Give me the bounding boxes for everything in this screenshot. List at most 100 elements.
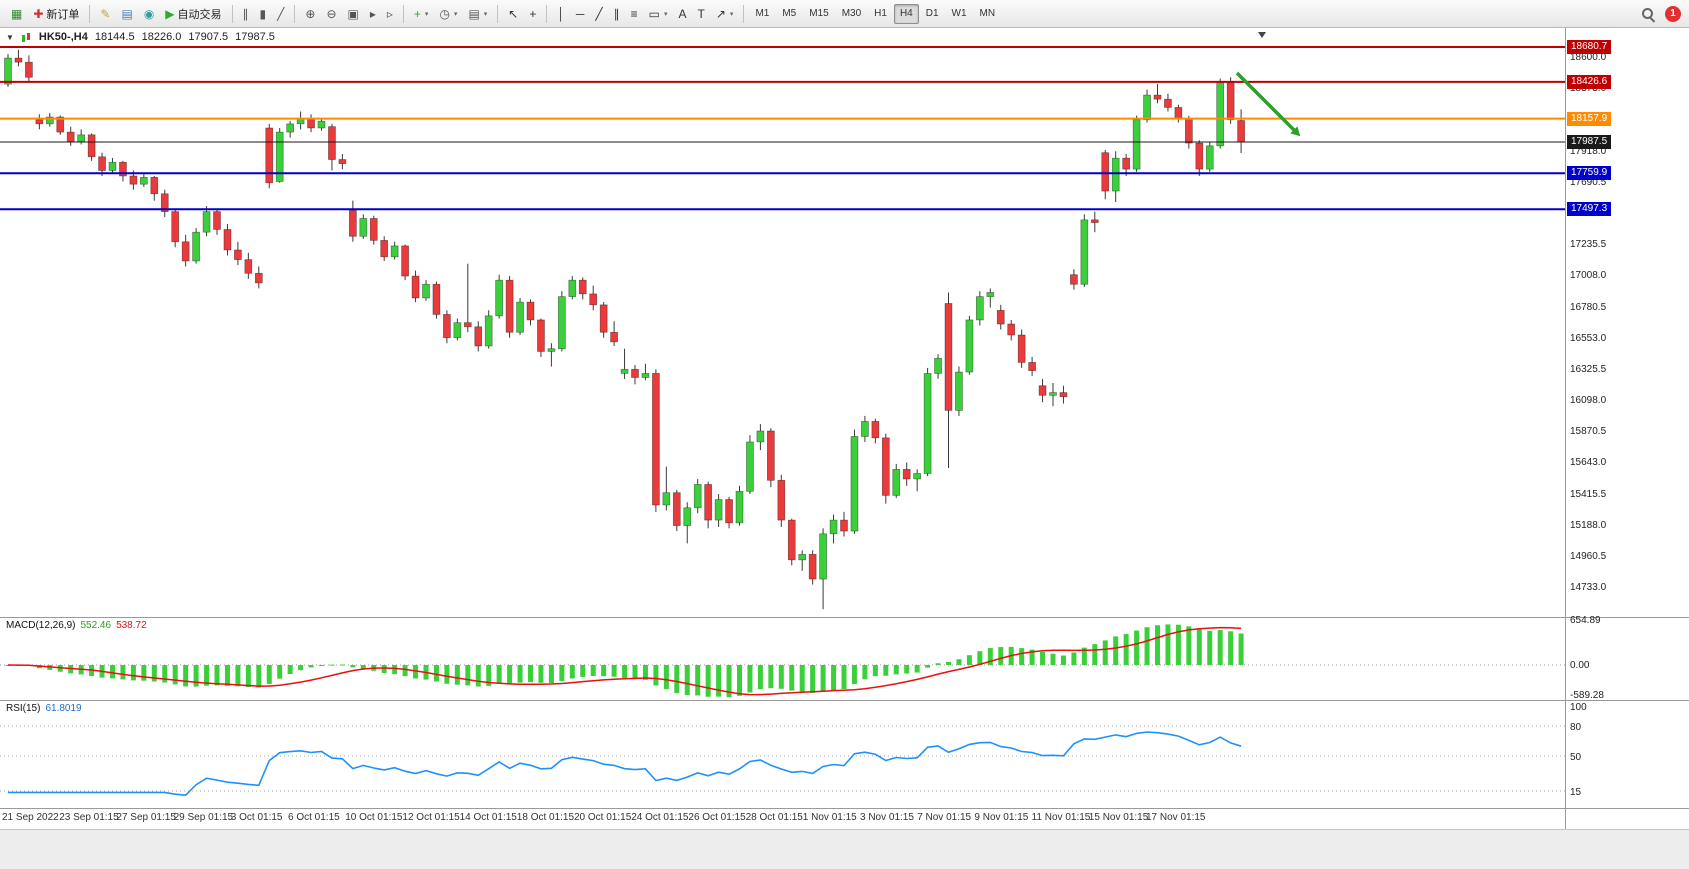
trend-arrow[interactable]	[1235, 71, 1298, 134]
candle	[108, 161, 117, 171]
crosshair-icon[interactable]: +	[524, 4, 541, 24]
line-chart-icon[interactable]: ╱	[272, 4, 289, 24]
price-level-badge: 18426.6	[1567, 74, 1612, 89]
horizontal-line-icon[interactable]: ─	[571, 4, 590, 24]
market-watch-icon[interactable]: ▤	[116, 4, 137, 24]
candle	[1038, 385, 1047, 396]
candle	[411, 275, 420, 299]
candle	[746, 441, 754, 492]
macd-panel-separator[interactable]	[0, 617, 1689, 618]
candle	[756, 430, 765, 443]
templates-icon[interactable]: ▤ ▾	[463, 4, 492, 24]
macd-histogram-bar	[601, 664, 607, 677]
price-level-badge: 17759.9	[1567, 166, 1612, 181]
macd-histogram-bar	[789, 664, 795, 691]
trendline-icon[interactable]: ╱	[590, 4, 607, 24]
metaeditor-icon: ✎	[100, 6, 111, 21]
candle	[307, 118, 315, 129]
indicators-icon[interactable]: + ▾	[409, 4, 434, 24]
text-label-icon[interactable]: T	[693, 4, 710, 24]
timeframe-d1[interactable]: D1	[925, 8, 939, 19]
candle	[808, 554, 817, 580]
price-axis-label: 17690.5	[1570, 176, 1607, 188]
candle	[1226, 82, 1235, 121]
macd-histogram-bar	[1060, 655, 1066, 665]
timeframe-w1[interactable]: W1	[951, 8, 967, 19]
macd-histogram-bar	[1113, 636, 1119, 665]
candle	[150, 176, 159, 195]
macd-histogram-bar	[559, 664, 565, 681]
price-axis-label: 17008.0	[1570, 270, 1607, 282]
macd-histogram-bar	[663, 664, 669, 690]
macd-axis-label: -589.28	[1570, 690, 1604, 701]
shapes-icon: ▭	[648, 6, 660, 21]
macd-histogram-bar	[946, 661, 951, 665]
arrows-icon[interactable]: ↗ ▾	[711, 4, 739, 24]
tile-windows-icon[interactable]: ▣	[343, 4, 364, 24]
macd-histogram-bar	[486, 664, 492, 686]
macd-histogram-bar	[1165, 624, 1171, 665]
candle	[1028, 362, 1036, 372]
zoom-out-icon[interactable]: ⊖	[321, 4, 341, 24]
timeframe-m30[interactable]: M30	[841, 8, 862, 19]
equidistant-channel-icon[interactable]: ∥	[609, 4, 625, 24]
candle	[610, 331, 618, 343]
fibonacci-icon[interactable]: ≡	[626, 4, 643, 24]
symbol-title: HK50-,H4	[38, 31, 88, 43]
candle	[380, 240, 389, 258]
timeframe-m15[interactable]: M15	[809, 8, 829, 19]
notification-badge[interactable]: 1	[1665, 5, 1681, 22]
timeframe-m1[interactable]: M1	[755, 8, 770, 19]
metaeditor-icon[interactable]: ✎	[95, 4, 115, 24]
time-axis-label: 3 Oct 01:15	[230, 812, 283, 823]
candlestick-chart-icon: ▮	[259, 6, 267, 21]
candle	[66, 131, 75, 143]
candle	[568, 279, 577, 297]
chart-shift-icon[interactable]: ▹	[382, 4, 398, 24]
chart-dropdown-icon[interactable]: ▼	[6, 32, 14, 42]
text-icon[interactable]: A	[674, 4, 692, 24]
macd-histogram-bar	[1071, 652, 1077, 665]
candle	[181, 241, 190, 262]
candle	[474, 326, 483, 347]
auto-trading-button[interactable]: ▶ 自动交易	[160, 4, 226, 24]
candle	[223, 229, 232, 251]
chart-canvas[interactable]	[0, 28, 1566, 869]
macd-histogram-bar	[956, 659, 962, 665]
chevron-down-icon: ▾	[453, 10, 458, 18]
timeframe-mn[interactable]: MN	[979, 8, 996, 19]
toolbar-buttons: ▦ ✚ 新订单 ✎ ▤ ◉ ▶ 自动交易 ∥ ▮ ╱ ⊕ ⊖ ▣ ▸ ▹ + ▾ ◷ ▾ ▤ ▾ ↖ + │ ─ ╱ ∥ ≡ ▭ ▾ A T ↗ ▾…	[6, 3, 1001, 24]
candle	[202, 211, 211, 233]
auto-scroll-icon[interactable]: ▸	[365, 4, 381, 24]
candle	[1164, 98, 1172, 108]
scroll-marker-icon[interactable]	[1258, 32, 1266, 38]
new-order-button[interactable]: ✚ 新订单	[28, 4, 84, 24]
navigator-icon[interactable]: ◉	[139, 4, 159, 24]
timeframe-h1[interactable]: H1	[874, 8, 887, 19]
periods-icon[interactable]: ◷ ▾	[434, 4, 462, 24]
search-icon[interactable]	[1640, 6, 1656, 22]
rsi-name: RSI(15)	[6, 703, 41, 714]
macd-histogram-bar	[1144, 627, 1150, 665]
price-axis[interactable]: 18600.018373.018145.517918.017690.517463…	[1566, 28, 1689, 869]
timeframe-h4[interactable]: H4	[893, 3, 919, 24]
cursor-icon[interactable]: ↖	[503, 4, 523, 24]
toolbar-separator	[89, 4, 91, 23]
zoom-in-icon: ⊕	[305, 6, 316, 21]
time-axis[interactable]: 21 Sep 2022 23 Sep 01:15 27 Sep 01:15 29 Se…	[0, 812, 1566, 827]
candle	[704, 484, 713, 521]
candlestick-chart-icon[interactable]: ▮	[255, 4, 272, 24]
shapes-icon[interactable]: ▭ ▾	[644, 4, 673, 24]
bar-chart-icon[interactable]: ∥	[238, 4, 254, 24]
vertical-line-icon[interactable]: │	[552, 4, 570, 24]
rsi-panel-separator[interactable]	[0, 700, 1689, 701]
macd-histogram-bar	[162, 664, 168, 683]
zoom-in-icon[interactable]: ⊕	[300, 4, 320, 24]
candle	[798, 554, 807, 561]
candle	[589, 293, 598, 306]
macd-histogram-bar	[110, 664, 115, 679]
timeframe-m5[interactable]: M5	[782, 8, 797, 19]
candle	[1111, 157, 1120, 192]
chevron-down-icon: ▾	[729, 10, 734, 18]
